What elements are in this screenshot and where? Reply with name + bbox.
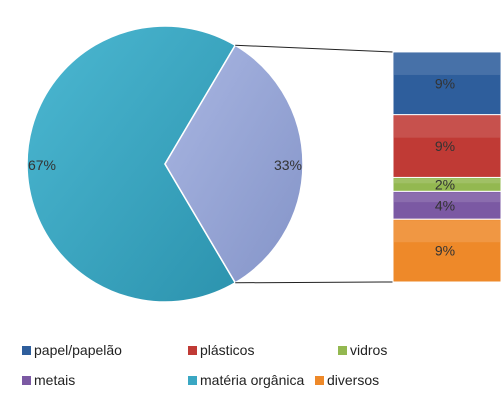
legend-label-diversos: diversos [327,372,380,388]
bar-segment-plasticos [392,114,501,178]
bar-label-papel-papelao: 9% [435,75,455,91]
bar-label-plasticos: 9% [435,138,455,154]
stacked-bar: 9% 9% 2% 4% 9% [392,51,501,283]
bar-highlight-vidros [394,178,500,184]
pie-label-other: 33% [274,157,302,173]
legend-label-vidros: vidros [350,342,388,358]
legend-label-materia-organica: matéria orgânica [200,372,305,388]
legend-swatch-plasticos [188,345,197,355]
bar-segment-diversos [392,218,501,283]
legend: papel/papelão plásticos vidros metais ma… [22,342,492,402]
connector-line-top [235,44,394,53]
pie-slice-materia-organica [26,25,237,303]
bar-highlight-papel-papelao [394,53,500,75]
legend-swatch-materia-organica [188,375,197,385]
connector-lines [235,44,394,284]
bar-segment-papel-papelao [392,51,501,116]
legend-label-plasticos: plásticos [200,342,255,358]
pie-slice-other [164,44,304,284]
legend-row-2: metais matéria orgânica diversos [22,372,492,402]
legend-label-papel: papel/papelão [34,342,122,358]
legend-swatch-diversos [315,375,324,385]
bar-of-pie-chart: 67% 33% 9% 9% 2% 4% 9% [26,25,501,303]
bar-label-vidros: 2% [435,176,455,192]
legend-swatch-vidros [338,345,347,355]
legend-item-metais: metais [22,372,75,388]
legend-item-plasticos: plásticos [188,342,254,358]
legend-item-papel: papel/papelão [22,342,122,358]
bar-highlight-plasticos [394,115,500,138]
legend-row-1: papel/papelão plásticos vidros [22,342,492,372]
legend-swatch-papel [22,345,31,355]
legend-item-vidros: vidros [338,342,387,358]
bar-highlight-diversos [394,220,500,243]
pie-label-materia-organica: 67% [28,157,56,173]
legend-item-diversos: diversos [315,372,379,388]
bar-highlight-metais [394,192,500,203]
bar-label-metais: 4% [435,197,455,213]
legend-swatch-metais [22,375,31,385]
bar-label-diversos: 9% [435,243,455,259]
legend-item-materia-organica: matéria orgânica [188,372,304,388]
legend-label-metais: metais [34,372,76,388]
pie: 67% 33% [26,25,304,303]
connector-line-bottom [235,281,394,284]
